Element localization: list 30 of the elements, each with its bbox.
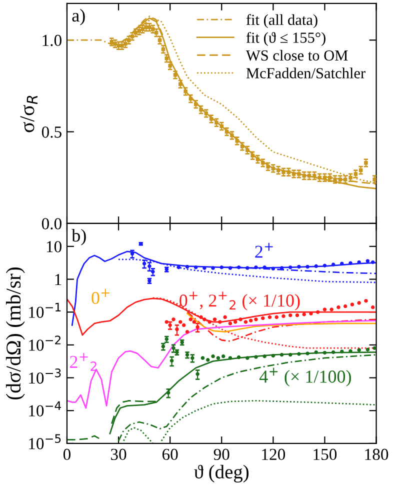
y-tick-label: 0.0 (42, 218, 62, 230)
y-tick-label: 1 (55, 274, 62, 286)
x-tick-label: 30 (110, 448, 126, 460)
y-tick-label: 0.5 (42, 126, 62, 138)
series-label: 4$^{+}$ (× 1/100) (259, 368, 351, 386)
legend-label: WS close to OM (246, 50, 348, 61)
annotation: b) (72, 228, 86, 246)
y-tick-label: 1.0 (42, 34, 62, 46)
y-tick-label: 10 (46, 241, 62, 252)
y-tick-label: 10$^{−3}$ (29, 368, 61, 384)
x-tick-label: 120 (262, 448, 286, 460)
x-tick-label: 60 (162, 448, 178, 460)
x-tick-label: 0 (63, 448, 71, 460)
y-tick-label: 10$^{−1}$ (29, 302, 61, 318)
legend-label: fit (ϑ ≤ 155°) (246, 32, 326, 46)
y-tick-label: 10$^{−5}$ (29, 434, 61, 450)
legend-label: McFadden/Satchler (246, 68, 366, 78)
series-label: 2$^{+}$ (255, 242, 273, 258)
x-tick-label: 90 (214, 448, 230, 460)
y-tick-label: 10$^{−4}$ (29, 401, 61, 416)
annotation: a) (72, 8, 85, 26)
text: 0$^{+}$ (92, 289, 110, 304)
x-axis-title: ϑ (deg) (194, 464, 249, 483)
y-axis-title: (dσ/dΩ) (mb/sr) (6, 267, 25, 400)
y-axis-title: σ/σ$_{R}$ (20, 96, 38, 132)
x-tick-label: 180 (365, 448, 388, 460)
x-tick-label: 150 (314, 448, 337, 460)
y-tick-label: 10$^{−2}$ (29, 336, 60, 351)
series-label: 0$^{+}$, 2$^{+}$$_{2}$ (× 1/10) (180, 292, 300, 310)
legend-label: fit (all data) (246, 14, 318, 28)
